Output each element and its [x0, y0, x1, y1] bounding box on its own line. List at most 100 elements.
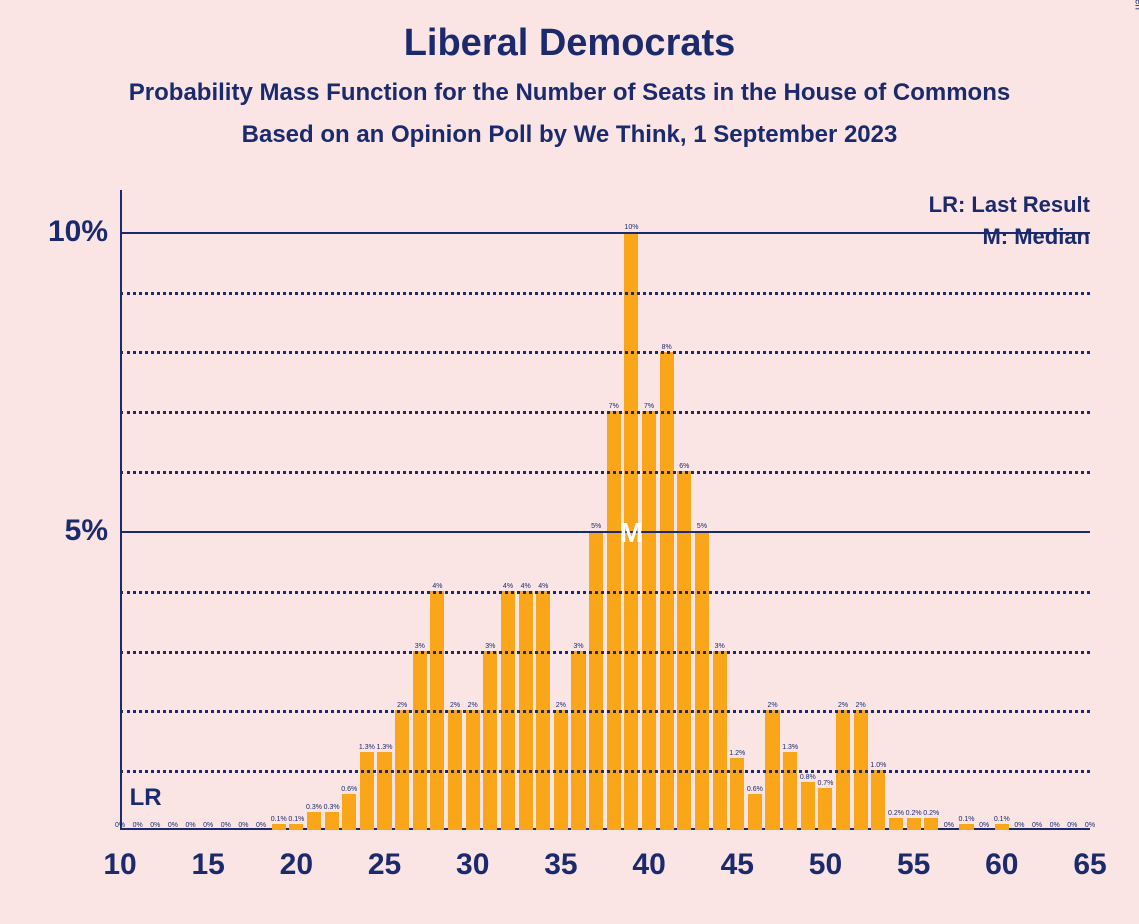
bar: 7%	[642, 411, 656, 830]
bar-value-label: 0%	[115, 822, 125, 830]
bar: 1.3%	[783, 752, 797, 830]
x-axis-label: 25	[368, 830, 401, 882]
bar: 0.1%	[959, 824, 973, 830]
bar-value-label: 0%	[1014, 822, 1024, 830]
bar: 0.3%	[325, 812, 339, 830]
bar-value-label: 6%	[679, 463, 689, 471]
x-axis-label: 15	[191, 830, 224, 882]
bar-value-label: 0%	[185, 822, 195, 830]
lr-marker: LR	[130, 784, 162, 812]
bar: 0.2%	[907, 818, 921, 830]
bar-value-label: 7%	[644, 403, 654, 411]
bar-value-label: 1.0%	[870, 762, 886, 770]
x-axis-label: 65	[1073, 830, 1106, 882]
x-axis-label: 40	[632, 830, 665, 882]
bar-value-label: 4%	[538, 583, 548, 591]
bar-value-label: 3%	[415, 643, 425, 651]
x-axis-label: 45	[721, 830, 754, 882]
bar-value-label: 4%	[521, 583, 531, 591]
x-axis-label: 55	[897, 830, 930, 882]
bar-value-label: 3%	[485, 643, 495, 651]
bar: 5%	[589, 531, 603, 830]
bar-value-label: 10%	[624, 224, 638, 232]
chart-area: LR: Last Result M: Median 0%0%0%0%0%0%0%…	[120, 190, 1090, 830]
gridline	[120, 471, 1090, 474]
bar-value-label: 2%	[397, 702, 407, 710]
bar-value-label: 3%	[715, 643, 725, 651]
bar-value-label: 0%	[1067, 822, 1077, 830]
bar-value-label: 0%	[1085, 822, 1095, 830]
bar-value-label: 0.3%	[306, 804, 322, 812]
chart-subtitle-2: Based on an Opinion Poll by We Think, 1 …	[0, 107, 1139, 149]
bar-value-label: 0.2%	[923, 810, 939, 818]
bar: 5%	[695, 531, 709, 830]
chart-subtitle-1: Probability Mass Function for the Number…	[0, 65, 1139, 107]
bar: 0.8%	[801, 782, 815, 830]
bar-value-label: 0.1%	[959, 816, 975, 824]
bar-value-label: 0%	[203, 822, 213, 830]
bar: 3%	[571, 651, 585, 830]
gridline	[120, 651, 1090, 654]
chart-title: Liberal Democrats	[0, 0, 1139, 65]
x-axis-label: 60	[985, 830, 1018, 882]
bar-value-label: 1.2%	[729, 750, 745, 758]
bar-value-label: 0%	[168, 822, 178, 830]
bar-value-label: 1.3%	[359, 744, 375, 752]
bar-value-label: 0%	[133, 822, 143, 830]
bar-value-label: 0.1%	[288, 816, 304, 824]
bar-value-label: 0.3%	[324, 804, 340, 812]
gridline	[120, 531, 1090, 533]
bar: 1.0%	[871, 770, 885, 830]
bar-value-label: 2%	[450, 702, 460, 710]
x-axis-label: 50	[809, 830, 842, 882]
gridline	[120, 710, 1090, 713]
gridline	[120, 292, 1090, 295]
x-axis-label: 35	[544, 830, 577, 882]
bar-value-label: 0%	[150, 822, 160, 830]
bar-value-label: 0.1%	[994, 816, 1010, 824]
bars-container: 0%0%0%0%0%0%0%0%0%0.1%0.1%0.3%0.3%0.6%1.…	[120, 190, 1090, 830]
bar-value-label: 0.8%	[800, 774, 816, 782]
bar-value-label: 0%	[944, 822, 954, 830]
bar-value-label: 0.7%	[817, 780, 833, 788]
copyright-text: © 2023 Filip van Laenen	[1133, 0, 1139, 10]
bar: 1.3%	[360, 752, 374, 830]
bar: 0.2%	[889, 818, 903, 830]
bar-value-label: 7%	[609, 403, 619, 411]
bar-value-label: 5%	[697, 523, 707, 531]
bar: 3%	[713, 651, 727, 830]
bar-value-label: 0%	[1050, 822, 1060, 830]
bar-value-label: 4%	[503, 583, 513, 591]
y-axis-label: 5%	[65, 514, 120, 548]
bar-value-label: 0.2%	[906, 810, 922, 818]
bar: 7%	[607, 411, 621, 830]
bar: 3%	[413, 651, 427, 830]
bar-value-label: 0.6%	[747, 786, 763, 794]
median-marker: M	[620, 517, 643, 549]
gridline	[120, 591, 1090, 594]
gridline	[120, 411, 1090, 414]
bar: 0.6%	[748, 794, 762, 830]
bar-value-label: 2%	[856, 702, 866, 710]
bar-value-label: 2%	[556, 702, 566, 710]
bar-value-label: 0%	[979, 822, 989, 830]
bar-value-label: 8%	[662, 344, 672, 352]
bar-value-label: 4%	[432, 583, 442, 591]
bar-value-label: 0.1%	[271, 816, 287, 824]
bar: 0.3%	[307, 812, 321, 830]
x-axis-label: 20	[280, 830, 313, 882]
bar-value-label: 0%	[238, 822, 248, 830]
bar-value-label: 0%	[1032, 822, 1042, 830]
gridline	[120, 770, 1090, 773]
bar-value-label: 2%	[468, 702, 478, 710]
gridline	[120, 232, 1090, 234]
gridline	[120, 351, 1090, 354]
bar-value-label: 0%	[221, 822, 231, 830]
bar: 0.6%	[342, 794, 356, 830]
x-axis-label: 30	[456, 830, 489, 882]
bar-value-label: 0.6%	[341, 786, 357, 794]
bar: 0.7%	[818, 788, 832, 830]
bar-value-label: 0.2%	[888, 810, 904, 818]
bar: 3%	[483, 651, 497, 830]
bar-value-label: 5%	[591, 523, 601, 531]
